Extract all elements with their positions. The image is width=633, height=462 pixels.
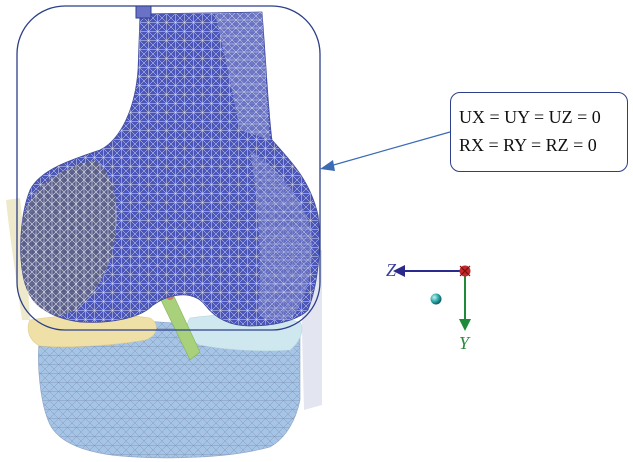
callout-arrow-line	[329, 131, 451, 167]
y-axis-label: Y	[459, 333, 470, 353]
teal-sphere-icon	[430, 293, 442, 305]
tibia-mesh	[38, 320, 301, 459]
constraint-line-translation: UX = UY = UZ = 0	[459, 107, 601, 127]
femur-highlight-shaft	[215, 12, 270, 140]
posterior-shadow	[6, 198, 30, 320]
z-axis-label: Z	[386, 260, 397, 280]
origin-x-mark-icon	[459, 265, 471, 277]
femur-highlight-condyle	[250, 150, 313, 320]
constraint-line-rotation: RX = RY = RZ = 0	[459, 135, 597, 155]
constraint-region-frame	[16, 5, 321, 331]
y-axis-arrowhead-icon	[459, 319, 471, 331]
callout-arrowhead-icon	[320, 160, 335, 171]
femur-dark-condyle	[21, 160, 117, 316]
blue-square-marker-icon	[135, 5, 152, 19]
z-axis-arrowhead-icon	[393, 265, 405, 277]
constraint-callout: UX = UY = UZ = 0 RX = RY = RZ = 0	[450, 92, 628, 172]
